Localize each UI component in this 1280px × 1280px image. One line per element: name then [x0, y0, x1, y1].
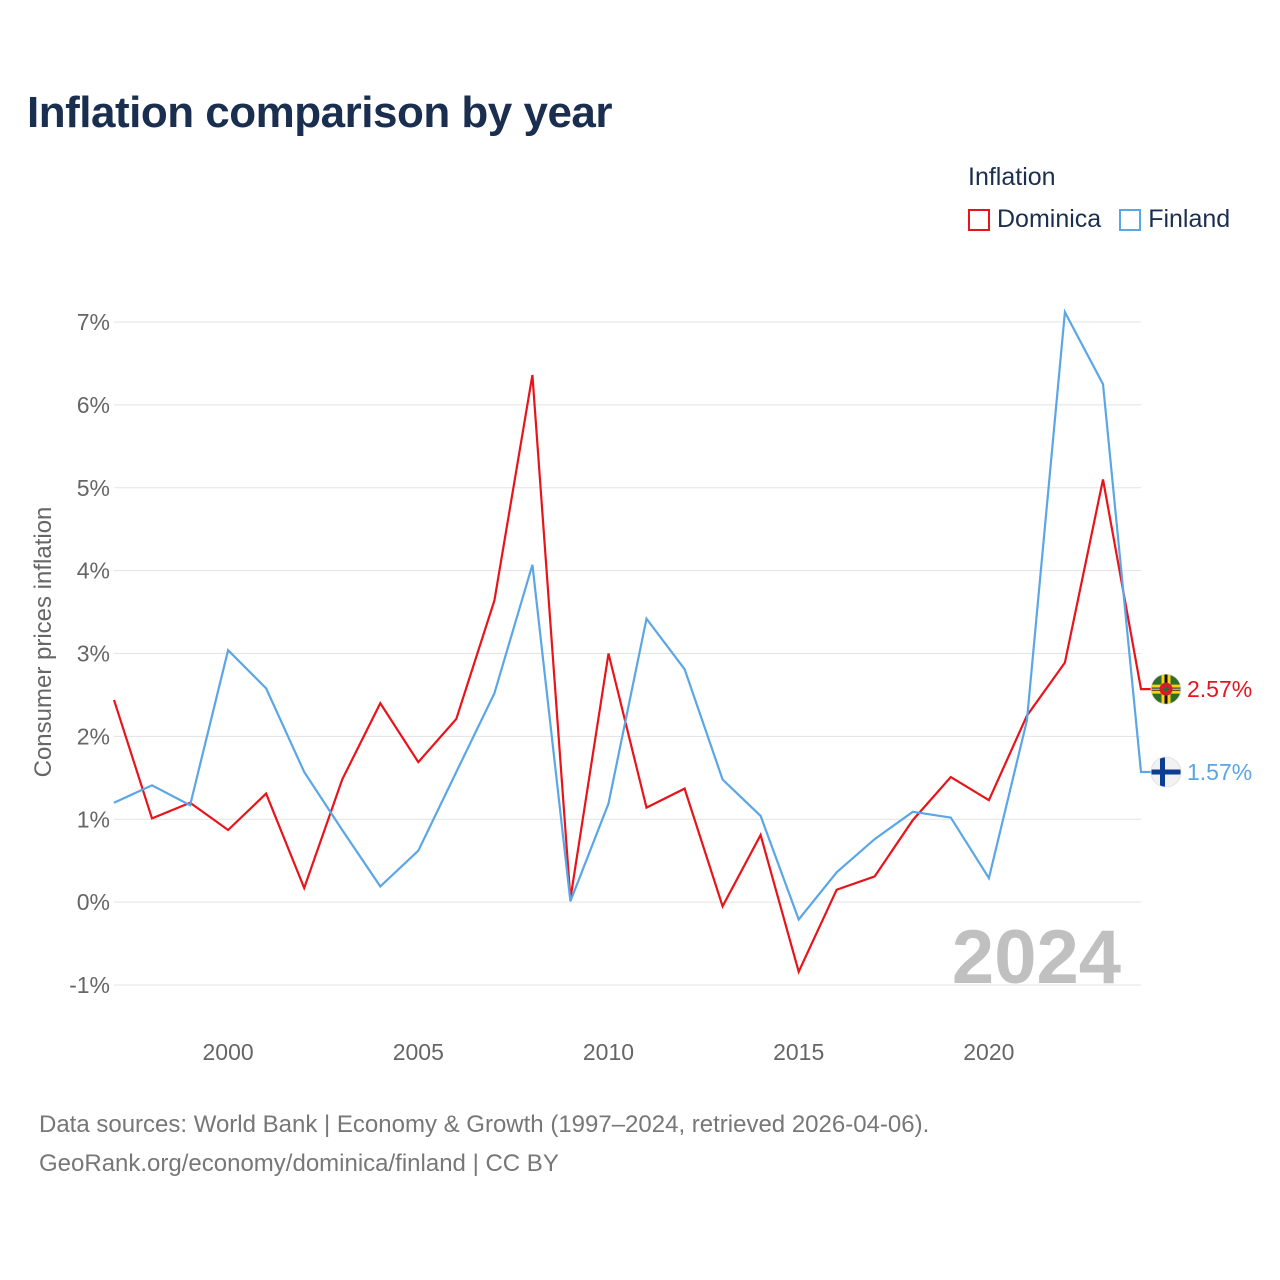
legend-swatch-dominica — [968, 208, 990, 231]
chart-title: Inflation comparison by year — [27, 88, 613, 137]
y-tick-label: 7% — [77, 309, 110, 335]
y-tick-label: 1% — [77, 806, 110, 832]
x-tick-label: 2010 — [583, 1039, 634, 1065]
y-tick-label: 0% — [77, 889, 110, 915]
legend-label-finland: Finland — [1148, 205, 1231, 233]
series-line-dominica[interactable] — [112, 374, 1157, 975]
legend-swatch-finland — [1119, 208, 1142, 231]
y-tick-label: 4% — [77, 558, 110, 584]
end-label-dominica: 2.57% — [1187, 676, 1252, 702]
footer-link[interactable]: GeoRank.org/economy/dominica/finland | C… — [39, 1150, 559, 1177]
series-end-labels: 2.57% 1.57% — [1150, 673, 1252, 788]
dominica-flag-icon — [1150, 673, 1182, 705]
legend: Dominica Finland — [968, 205, 1230, 234]
end-label-finland: 1.57% — [1187, 759, 1252, 785]
x-axis-ticks: 2000 2005 2010 2015 2020 — [203, 1039, 1015, 1065]
y-tick-label: 2% — [77, 723, 110, 749]
footer-sources: Data sources: World Bank | Economy & Gro… — [39, 1111, 930, 1138]
grid-lines — [114, 321, 1141, 986]
legend-item-dominica[interactable]: Dominica — [968, 205, 1101, 234]
y-axis-label: Consumer prices inflation — [30, 507, 57, 778]
x-tick-label: 2015 — [773, 1039, 824, 1065]
y-tick-label: -1% — [69, 972, 110, 998]
year-watermark: 2024 — [952, 915, 1121, 1000]
y-axis-ticks: -1% 0% 1% 2% 3% 4% 5% 6% 7% — [69, 309, 110, 998]
x-tick-label: 2000 — [203, 1039, 254, 1065]
x-tick-label: 2020 — [963, 1039, 1014, 1065]
y-tick-label: 6% — [77, 392, 110, 418]
x-tick-label: 2005 — [393, 1039, 444, 1065]
legend-title: Inflation — [968, 163, 1056, 191]
finland-flag-icon — [1150, 756, 1182, 788]
legend-item-finland[interactable]: Finland — [1119, 205, 1230, 234]
y-tick-label: 5% — [77, 475, 110, 501]
series-lines — [112, 308, 1157, 975]
legend-label-dominica: Dominica — [997, 205, 1102, 233]
footer: Data sources: World Bank | Economy & Gro… — [39, 1105, 929, 1183]
series-line-finland[interactable] — [113, 308, 1157, 922]
y-tick-label: 3% — [77, 641, 110, 667]
